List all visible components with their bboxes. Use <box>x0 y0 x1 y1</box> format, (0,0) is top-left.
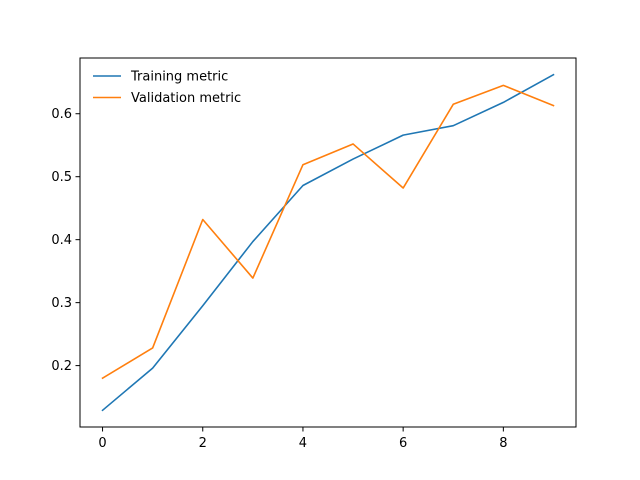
series-line-2 <box>101 84 555 380</box>
y-tick-label: 0.4 <box>51 233 72 248</box>
y-tick-label: 0.6 <box>51 107 72 122</box>
legend-label-2: Validation metric <box>131 91 241 106</box>
x-tick-label: 2 <box>199 436 207 451</box>
series-layer <box>101 73 555 412</box>
y-axis: 0.2 0.3 0.4 0.5 0.6 <box>51 107 80 374</box>
legend: Training metric Validation metric <box>93 70 241 106</box>
y-tick-label: 0.5 <box>51 170 72 185</box>
series-line-1 <box>101 73 555 412</box>
x-tick-label: 4 <box>299 436 307 451</box>
x-tick-label: 6 <box>399 436 407 451</box>
legend-label-1: Training metric <box>130 70 228 85</box>
y-tick-label: 0.3 <box>51 296 72 311</box>
y-tick-label: 0.2 <box>51 359 72 374</box>
x-tick-label: 8 <box>499 436 507 451</box>
x-axis: 0 2 4 6 8 <box>98 427 507 451</box>
plot-area <box>80 58 576 427</box>
axes-frame <box>79 57 577 428</box>
x-tick-label: 0 <box>98 436 106 451</box>
